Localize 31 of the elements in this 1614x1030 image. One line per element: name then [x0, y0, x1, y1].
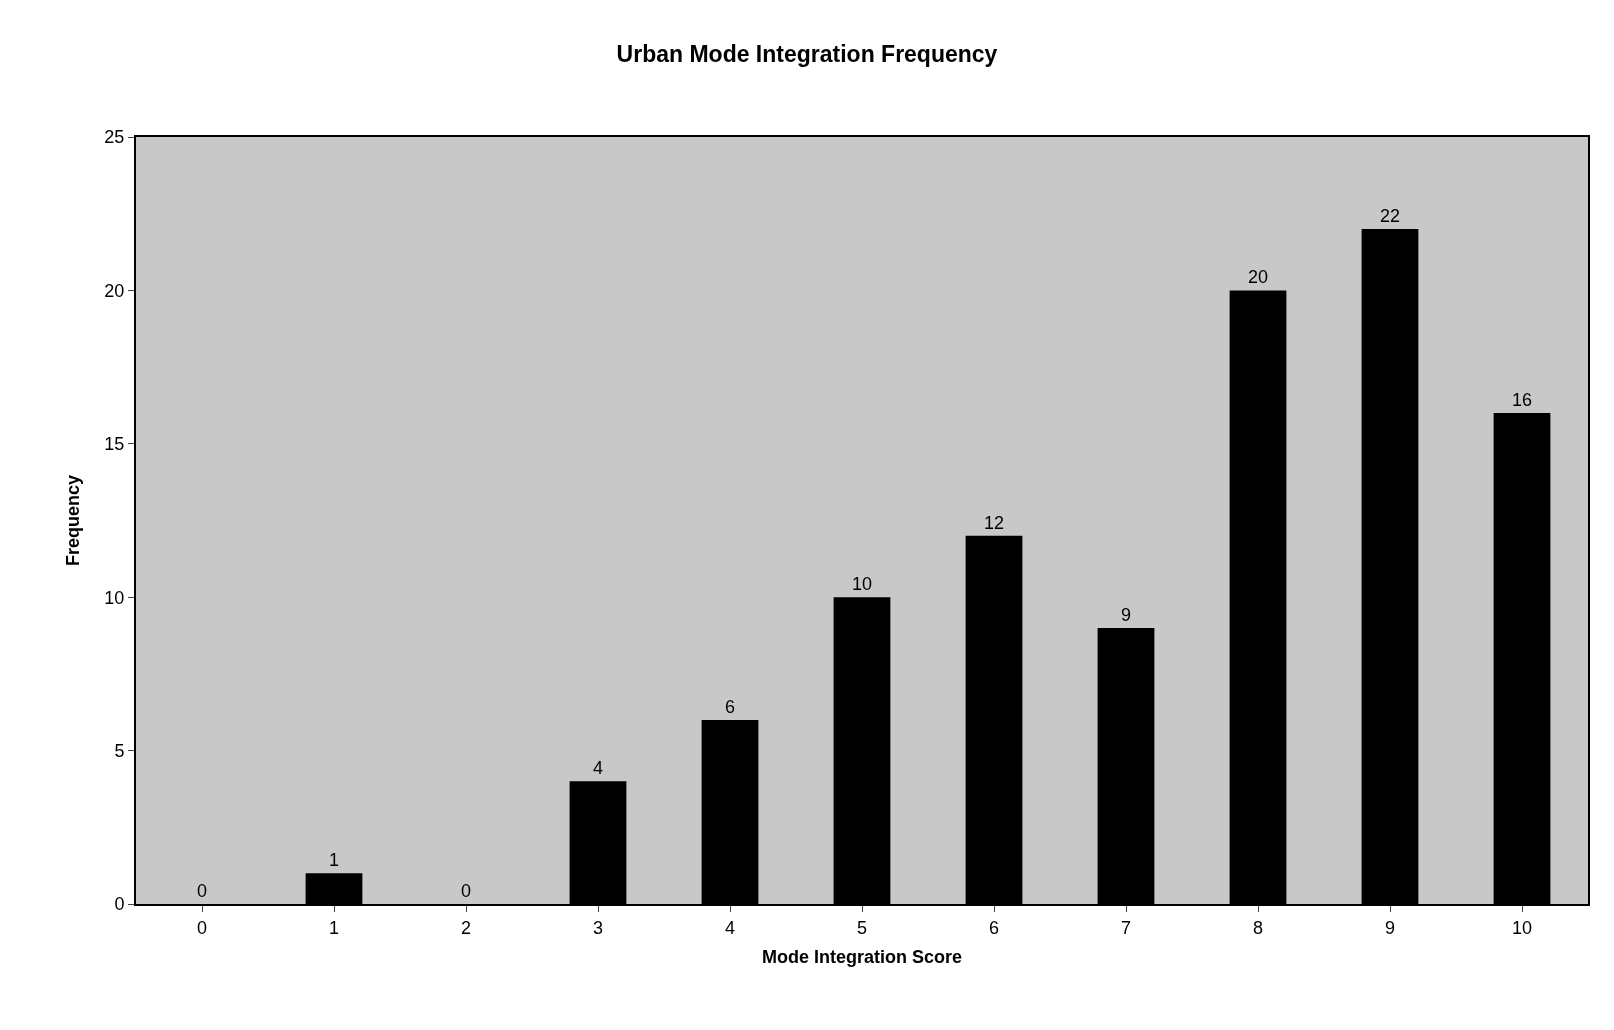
data-label: 9: [1120, 604, 1132, 625]
y-tick-label: 25: [104, 127, 125, 148]
x-tick-label: 5: [856, 917, 868, 938]
x-tick-label: 9: [1384, 917, 1396, 938]
y-tick-label: 20: [104, 280, 125, 301]
data-label: 4: [592, 758, 604, 779]
x-tick-label: 6: [988, 917, 1000, 938]
data-label: 1: [328, 850, 340, 871]
x-tick-label: 7: [1120, 917, 1132, 938]
data-label: 6: [724, 696, 736, 717]
x-tick-label: 2: [460, 917, 472, 938]
x-tick-label: 10: [1511, 917, 1533, 938]
data-label: 16: [1511, 390, 1533, 411]
y-tick-label: 5: [114, 740, 125, 761]
chart-title: Urban Mode Integration Frequency: [616, 41, 998, 68]
data-label: 0: [196, 881, 208, 901]
x-tick-label: 0: [196, 917, 208, 938]
y-tick-label: 0: [114, 894, 125, 915]
x-axis-title: Mode Integration Score: [761, 947, 963, 968]
data-label: 0: [460, 881, 472, 901]
data-label: 10: [851, 574, 873, 595]
y-axis-title: Frequency: [63, 474, 84, 567]
y-tick-label: 15: [104, 434, 125, 455]
y-tick-label: 10: [104, 587, 125, 608]
data-label: 12: [983, 512, 1005, 533]
x-tick-label: 1: [328, 917, 340, 938]
x-tick-label: 4: [724, 917, 736, 938]
x-tick-label: 8: [1252, 917, 1264, 938]
data-label: 22: [1379, 206, 1401, 227]
x-tick-label: 3: [592, 917, 604, 938]
data-label: 20: [1247, 267, 1269, 288]
